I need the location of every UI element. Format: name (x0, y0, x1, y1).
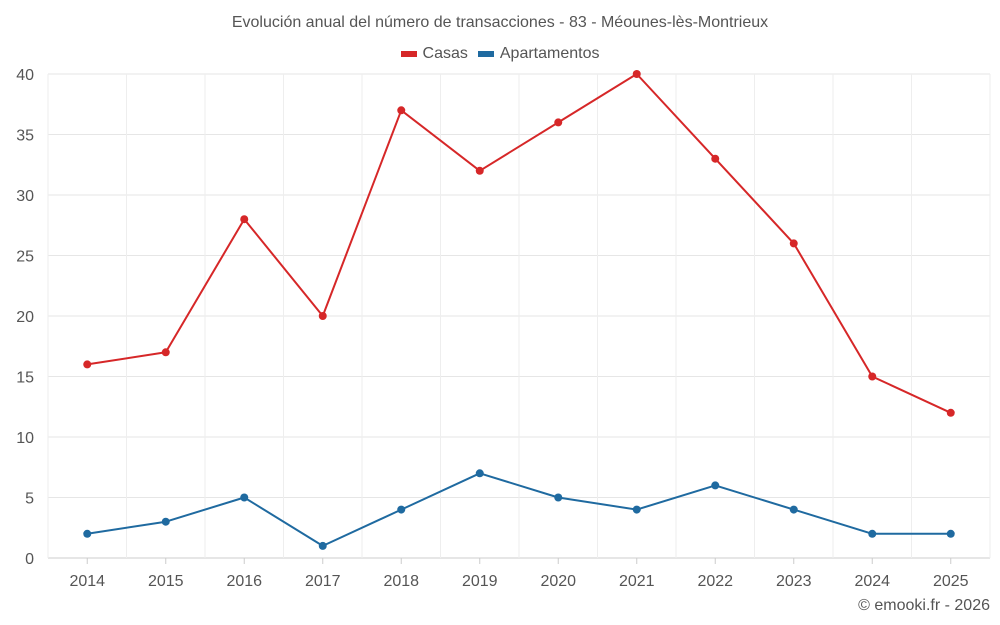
y-tick-label: 20 (16, 309, 34, 326)
y-tick-label: 10 (16, 430, 34, 447)
data-point-casas[interactable] (318, 312, 327, 320)
data-point-casas[interactable] (161, 348, 170, 357)
data-point-apartamentos[interactable] (554, 493, 563, 502)
x-tick-label: 2021 (619, 573, 655, 590)
x-tick-label: 2016 (226, 573, 262, 590)
y-tick-label: 30 (16, 188, 34, 205)
x-tick-label: 2024 (854, 573, 890, 590)
data-point-casas[interactable] (868, 372, 877, 381)
y-tick-label: 25 (16, 249, 34, 266)
x-tick-label: 2025 (933, 573, 969, 590)
x-tick-label: 2018 (383, 573, 419, 590)
legend-swatch-casas (400, 51, 417, 57)
x-tick-label: 2023 (776, 573, 812, 590)
data-point-casas[interactable] (397, 106, 406, 115)
series-line-casas (87, 73, 952, 414)
data-point-casas[interactable] (83, 360, 92, 369)
y-tick-label: 35 (16, 128, 34, 145)
data-point-apartamentos[interactable] (946, 529, 955, 538)
data-point-casas[interactable] (240, 215, 249, 224)
chart-legend: Casas Apartamentos (0, 45, 1000, 63)
data-point-apartamentos[interactable] (789, 505, 798, 514)
data-point-apartamentos[interactable] (240, 493, 249, 502)
x-tick-label: 2015 (148, 573, 184, 590)
legend-item-apartamentos[interactable]: Apartamentos (477, 45, 600, 63)
credit-text[interactable]: © emooki.fr - 2026 (858, 597, 990, 614)
data-point-casas[interactable] (946, 408, 955, 417)
data-point-apartamentos[interactable] (318, 541, 327, 550)
legend-label-casas: Casas (422, 45, 468, 62)
data-point-apartamentos[interactable] (161, 517, 170, 526)
data-point-apartamentos[interactable] (868, 529, 877, 538)
data-point-apartamentos[interactable] (711, 481, 720, 490)
legend-item-casas[interactable]: Casas (400, 45, 468, 63)
x-tick-label: 2020 (540, 573, 576, 590)
data-point-casas[interactable] (711, 154, 720, 163)
x-tick-label: 2017 (305, 573, 341, 590)
x-tick-label: 2014 (69, 573, 105, 590)
y-tick-label: 5 (25, 491, 34, 508)
x-tick-label: 2019 (462, 573, 498, 590)
data-point-casas[interactable] (475, 166, 484, 175)
data-point-apartamentos[interactable] (632, 505, 641, 514)
data-point-casas[interactable] (554, 118, 563, 127)
y-tick-label: 15 (16, 370, 34, 387)
legend-swatch-apartamentos (477, 51, 494, 57)
chart-title: Evolución anual del número de transaccio… (231, 14, 769, 31)
y-tick-label: 40 (16, 67, 34, 84)
legend-label-apartamentos: Apartamentos (499, 45, 600, 62)
data-point-casas[interactable] (632, 70, 641, 78)
data-point-casas[interactable] (789, 239, 798, 248)
series-line-apartamentos (87, 472, 951, 547)
data-point-apartamentos[interactable] (397, 505, 406, 514)
data-point-apartamentos[interactable] (83, 529, 92, 538)
y-tick-label: 0 (25, 551, 34, 568)
x-tick-label: 2022 (697, 573, 733, 590)
data-point-apartamentos[interactable] (475, 469, 484, 478)
